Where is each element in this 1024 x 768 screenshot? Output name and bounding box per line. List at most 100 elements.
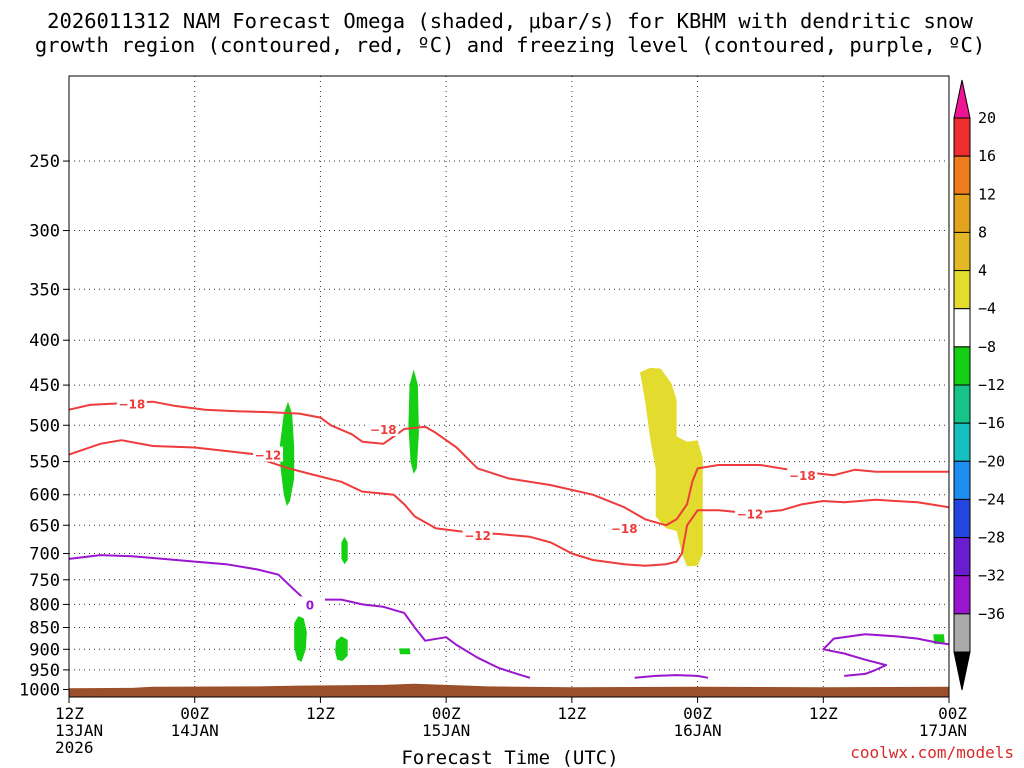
contour-line-0 xyxy=(68,554,531,679)
contour-lines: −18 −18 −18 −18 −12 −12 −12 0 xyxy=(68,395,950,679)
colorbar-label-2: 12 xyxy=(978,185,996,203)
contour-label--18-1: −18 xyxy=(370,423,397,437)
colorbar: 20 16 12 8 4 −4 −8 −12 −16 −20 −24 −28 −32 −36 xyxy=(953,79,1005,691)
plot-border xyxy=(68,75,950,698)
contour-label-bg--18-1 xyxy=(368,421,399,437)
y-tick-label-350: 350 xyxy=(29,280,60,300)
omega-shade-1 xyxy=(279,401,295,506)
y-tick-label-800: 800 xyxy=(29,595,60,615)
x-tick-label-7: 00Z xyxy=(938,704,967,723)
contour-label--18-3: −18 xyxy=(789,469,816,483)
x-tick-label-0: 12Z xyxy=(55,704,84,723)
omega-shade-4 xyxy=(294,616,307,662)
y-tick-label-500: 500 xyxy=(29,416,60,436)
colorbar-band-9 xyxy=(953,422,971,462)
colorbar-band-5 xyxy=(953,270,971,310)
contour-line-0-east xyxy=(822,633,950,677)
y-tick-label-750: 750 xyxy=(29,571,60,591)
contour-label-bg--12-0 xyxy=(253,446,284,462)
colorbar-band-4 xyxy=(953,231,971,272)
y-tick-label-1000: 1000 xyxy=(19,680,60,700)
contour-line-0-surface xyxy=(634,674,709,679)
colorbar-label-9: −20 xyxy=(978,452,1005,470)
colorbar-label-5: −4 xyxy=(978,300,996,318)
contour-label--12-1: −12 xyxy=(464,529,491,543)
x-tick-year-0: 2026 xyxy=(55,738,94,757)
y-tick-label-900: 900 xyxy=(29,640,60,660)
colorbar-band-2 xyxy=(953,155,971,195)
y-tick-label-650: 650 xyxy=(29,516,60,536)
colorbar-band-10 xyxy=(953,460,971,500)
colorbar-band-11 xyxy=(953,498,971,539)
contour-label-bg--18-3 xyxy=(787,467,818,483)
contour-line--18 xyxy=(68,400,949,527)
y-tick-label-250: 250 xyxy=(29,152,60,172)
colorbar-band-8 xyxy=(953,384,971,424)
y-tick-label-700: 700 xyxy=(29,545,60,565)
colorbar-label-1: 16 xyxy=(978,147,996,165)
colorbar-top-triangle xyxy=(953,79,971,119)
y-tick-label-400: 400 xyxy=(29,331,60,351)
colorbar-label-11: −28 xyxy=(978,529,1005,547)
contour-label--12-0: −12 xyxy=(255,449,282,463)
contour-label--18-2: −18 xyxy=(611,522,638,536)
colorbar-bottom-triangle xyxy=(953,651,971,691)
chart-title-line-2: growth region (contoured, red, ºC) and f… xyxy=(35,33,985,57)
colorbar-band-3 xyxy=(953,193,971,233)
colorbar-label-13: −36 xyxy=(978,605,1005,623)
plot-frame xyxy=(68,75,950,698)
contour-line--12 xyxy=(68,439,950,567)
omega-shade-6 xyxy=(399,648,411,655)
x-axis-label: Forecast Time (UTC) xyxy=(401,747,618,768)
contour-label-bg--12-2 xyxy=(734,505,765,521)
y-tick-label-300: 300 xyxy=(29,222,60,242)
contour-label-0-0: 0 xyxy=(306,598,314,612)
y-tick-label-550: 550 xyxy=(29,453,60,473)
contour-label-bg-0-0 xyxy=(294,596,325,612)
contour-label-bg--18-0 xyxy=(116,395,147,411)
y-axis-ticks: 2503003504004505005506006507007508008509… xyxy=(19,152,69,700)
omega-shade-2 xyxy=(408,369,419,474)
colorbar-label-10: −24 xyxy=(978,490,1005,508)
x-tick-date-3: 15JAN xyxy=(422,721,470,740)
contour-label--18-0: −18 xyxy=(118,397,145,411)
x-tick-date-5: 16JAN xyxy=(673,721,721,740)
colorbar-label-3: 8 xyxy=(978,223,987,241)
colorbar-band-7 xyxy=(953,346,971,386)
x-tick-label-1: 00Z xyxy=(180,704,209,723)
terrain-fill xyxy=(69,683,949,697)
colorbar-band-6 xyxy=(953,308,971,348)
colorbar-band-13 xyxy=(953,575,971,615)
grid-lines xyxy=(68,76,950,697)
colorbar-label-12: −32 xyxy=(978,567,1005,585)
credit-label: coolwx.com/models xyxy=(850,743,1014,762)
colorbar-label-7: −12 xyxy=(978,376,1005,394)
colorbar-label-6: −8 xyxy=(978,338,996,356)
y-tick-label-950: 950 xyxy=(29,661,60,681)
x-tick-date-7: 17JAN xyxy=(919,721,967,740)
contour-label-bg--12-1 xyxy=(462,527,493,543)
x-tick-date-1: 14JAN xyxy=(171,721,219,740)
omega-shade-5 xyxy=(335,636,348,661)
y-tick-label-850: 850 xyxy=(29,619,60,639)
omega-shade-3 xyxy=(341,536,348,565)
omega-shade-0 xyxy=(640,367,703,567)
chart-title-line-1: 2026011312 NAM Forecast Omega (shaded, μ… xyxy=(47,9,973,33)
x-tick-date-0: 13JAN xyxy=(55,721,103,740)
colorbar-label-4: 4 xyxy=(978,262,987,280)
contour-label--12-2: −12 xyxy=(737,507,764,521)
omega-shading xyxy=(279,367,945,662)
x-tick-label-3: 00Z xyxy=(432,704,461,723)
colorbar-band-12 xyxy=(953,537,971,577)
x-tick-label-6: 12Z xyxy=(809,704,838,723)
colorbar-band-1 xyxy=(953,117,971,157)
x-tick-label-2: 12Z xyxy=(306,704,335,723)
colorbar-band-14 xyxy=(953,613,971,653)
contour-label-bg--18-2 xyxy=(609,520,640,536)
x-tick-label-4: 12Z xyxy=(557,704,586,723)
y-tick-label-600: 600 xyxy=(29,486,60,506)
x-tick-label-5: 00Z xyxy=(683,704,712,723)
colorbar-label-8: −16 xyxy=(978,414,1005,432)
